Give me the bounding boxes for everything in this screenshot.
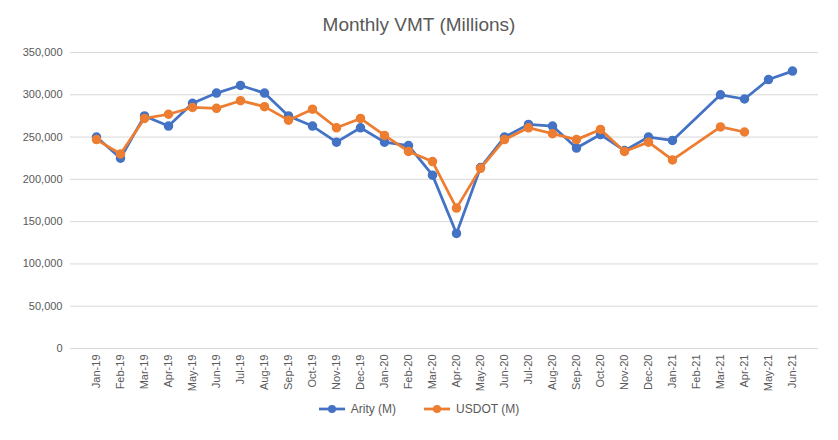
html-text:Arity (M): Arity (M) xyxy=(350,402,397,416)
svg-text:Dec-19: Dec-19 xyxy=(354,355,366,390)
svg-text:Feb-21: Feb-21 xyxy=(690,355,702,390)
svg-text:100,000: 100,000 xyxy=(23,257,63,269)
svg-text:Apr-19: Apr-19 xyxy=(162,355,174,388)
svg-text:150,000: 150,000 xyxy=(23,215,63,227)
svg-text:May-20: May-20 xyxy=(474,355,486,392)
svg-text:Nov-19: Nov-19 xyxy=(330,355,342,390)
svg-text:Jul-20: Jul-20 xyxy=(522,355,534,385)
svg-text:Feb-19: Feb-19 xyxy=(114,355,126,390)
html-text:USDOT (M): USDOT (M) xyxy=(456,402,520,416)
svg-text:Apr-21: Apr-21 xyxy=(738,355,750,388)
svg-text:Jun-20: Jun-20 xyxy=(498,355,510,389)
svg-text:50,000: 50,000 xyxy=(29,300,63,312)
svg-text:Sep-20: Sep-20 xyxy=(570,355,582,390)
svg-text:May-19: May-19 xyxy=(186,355,198,392)
svg-text:Aug-19: Aug-19 xyxy=(258,355,270,390)
svg-text:Jan-20: Jan-20 xyxy=(378,355,390,389)
svg-text:Jun-19: Jun-19 xyxy=(210,355,222,389)
svg-text:200,000: 200,000 xyxy=(23,173,63,185)
svg-text:Nov-20: Nov-20 xyxy=(618,355,630,390)
svg-text:Jan-21: Jan-21 xyxy=(666,355,678,389)
svg-text:Aug-20: Aug-20 xyxy=(546,355,558,390)
svg-text:Mar-20: Mar-20 xyxy=(426,355,438,390)
svg-text:Oct-19: Oct-19 xyxy=(306,355,318,388)
svg-text:Sep-19: Sep-19 xyxy=(282,355,294,390)
svg-text:Oct-20: Oct-20 xyxy=(594,355,606,388)
html-text:Monthly VMT (Millions): Monthly VMT (Millions) xyxy=(322,14,516,35)
svg-text:Dec-20: Dec-20 xyxy=(642,355,654,390)
svg-text:0: 0 xyxy=(56,342,62,354)
svg-text:300,000: 300,000 xyxy=(23,88,63,100)
svg-text:Feb-20: Feb-20 xyxy=(402,355,414,390)
svg-text:Apr-20: Apr-20 xyxy=(450,355,462,388)
svg-text:Jun-21: Jun-21 xyxy=(786,355,798,389)
svg-text:Jan-19: Jan-19 xyxy=(90,355,102,389)
svg-text:350,000: 350,000 xyxy=(23,46,63,58)
svg-text:May-21: May-21 xyxy=(762,355,774,392)
svg-text:Mar-21: Mar-21 xyxy=(714,355,726,390)
svg-text:250,000: 250,000 xyxy=(23,131,63,143)
svg-text:Jul-19: Jul-19 xyxy=(234,355,246,385)
svg-text:Mar-19: Mar-19 xyxy=(138,355,150,390)
